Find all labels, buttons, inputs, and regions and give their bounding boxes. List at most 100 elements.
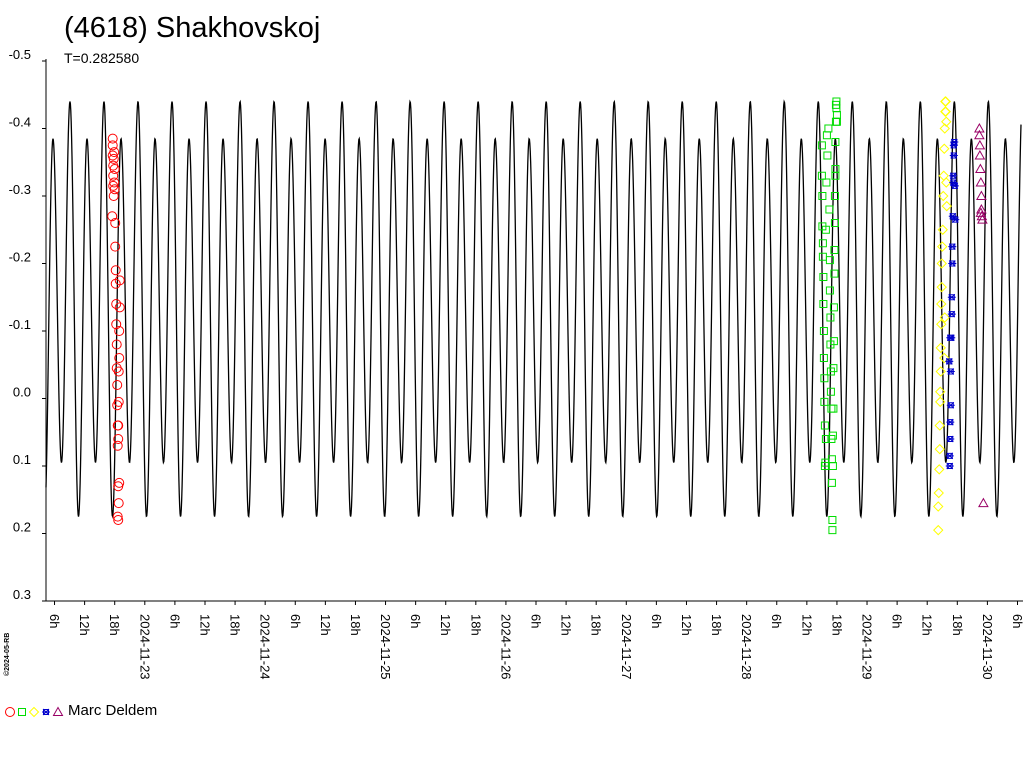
model-curve-line xyxy=(45,99,1022,519)
x-tick-label: 2024-11-29 xyxy=(860,614,875,680)
x-tick-label: 6h xyxy=(408,614,423,628)
data-point xyxy=(109,164,120,174)
legend-label: Marc Deldem xyxy=(68,702,158,719)
legend-marker xyxy=(5,706,15,717)
observation-points-layer xyxy=(107,96,989,536)
chart-subtitle: T=0.282580 xyxy=(64,50,140,66)
data-point xyxy=(112,380,123,390)
data-point xyxy=(832,117,841,126)
x-tick-label: 12h xyxy=(559,614,574,636)
x-tick-label: 18h xyxy=(950,614,965,636)
axes-layer: -0.5 -0.4 -0.3 -0.2 -0.1 0.0 0.1 0.2 0.3 6h 12h 18h… xyxy=(9,47,1024,680)
data-point xyxy=(976,190,987,200)
data-point xyxy=(114,302,125,313)
data-point xyxy=(945,358,954,365)
legend: Marc Deldem xyxy=(4,702,157,719)
data-point xyxy=(940,96,951,107)
data-point xyxy=(112,440,123,451)
data-point xyxy=(817,171,826,180)
data-point xyxy=(107,140,118,151)
data-point xyxy=(946,435,955,443)
data-point xyxy=(107,133,118,144)
x-tick-label: 6h xyxy=(529,614,544,628)
data-point xyxy=(113,515,124,525)
x-tick-label: 6h xyxy=(288,614,303,628)
y-tick-label: -0.5 xyxy=(9,47,31,62)
series-4 xyxy=(945,138,960,470)
legend-marker xyxy=(52,705,64,716)
data-point xyxy=(819,273,828,281)
data-point xyxy=(950,138,959,146)
data-point xyxy=(974,139,986,150)
data-point xyxy=(832,111,841,119)
data-point xyxy=(829,303,838,312)
data-point xyxy=(826,387,835,396)
series-1 xyxy=(107,133,125,525)
x-tick-label: 12h xyxy=(438,614,453,636)
data-point xyxy=(935,386,946,397)
data-point xyxy=(976,210,988,221)
data-point xyxy=(829,337,838,346)
data-point xyxy=(113,420,124,431)
data-point xyxy=(948,260,957,267)
data-point xyxy=(111,299,122,309)
data-point xyxy=(113,498,124,509)
data-point xyxy=(817,141,826,150)
data-point xyxy=(111,319,122,330)
data-point xyxy=(113,434,124,444)
data-point xyxy=(828,526,837,535)
data-point xyxy=(830,219,839,227)
x-tick-label: 2024-11-28 xyxy=(739,614,754,680)
data-point xyxy=(946,368,955,375)
x-tick-label: 6h xyxy=(47,614,62,628)
data-point xyxy=(822,178,831,187)
y-tick-label: 0.3 xyxy=(13,587,31,602)
series-5 xyxy=(974,122,989,508)
data-point xyxy=(820,421,829,430)
legend-marker xyxy=(18,707,26,716)
y-tick-label: -0.1 xyxy=(9,317,31,332)
data-point xyxy=(940,96,951,107)
y-tick-label: -0.4 xyxy=(9,115,31,130)
x-tick-label: 18h xyxy=(348,614,363,636)
y-tick-label: -0.2 xyxy=(9,250,31,265)
series-3 xyxy=(933,96,952,536)
x-tick-label: 2024-11-27 xyxy=(619,614,634,680)
data-point xyxy=(827,404,836,413)
data-point xyxy=(935,366,946,377)
data-point xyxy=(974,149,986,160)
data-point xyxy=(940,106,951,117)
data-point xyxy=(950,182,959,190)
data-point xyxy=(939,123,950,134)
data-point xyxy=(933,501,944,512)
x-tick-label: 18h xyxy=(468,614,483,636)
data-point xyxy=(830,246,839,254)
data-point xyxy=(819,300,828,308)
x-tick-label: 2024-11-24 xyxy=(258,614,273,680)
data-point xyxy=(945,462,954,470)
data-point xyxy=(825,286,834,295)
x-tick-label: 2024-11-26 xyxy=(498,614,513,680)
x-tick-label: 12h xyxy=(318,614,333,636)
data-point xyxy=(831,165,840,173)
data-point xyxy=(936,258,947,269)
data-point xyxy=(946,401,955,409)
x-tick-label: 18h xyxy=(228,614,243,636)
data-point xyxy=(113,366,124,377)
data-point xyxy=(949,152,958,159)
data-point xyxy=(819,354,828,362)
data-point xyxy=(820,397,829,406)
x-tick-label: 18h xyxy=(107,614,122,636)
data-point xyxy=(941,116,952,127)
data-point xyxy=(937,224,948,235)
x-tick-label: 2024-11-30 xyxy=(980,614,995,680)
series-2 xyxy=(817,97,841,535)
x-tick-label: 6h xyxy=(769,614,784,628)
data-point xyxy=(111,363,122,374)
data-point xyxy=(938,190,949,202)
data-point xyxy=(108,153,119,164)
x-tick-label: 18h xyxy=(829,614,844,636)
data-point xyxy=(933,487,944,499)
data-point xyxy=(945,452,954,460)
data-point xyxy=(977,214,988,224)
